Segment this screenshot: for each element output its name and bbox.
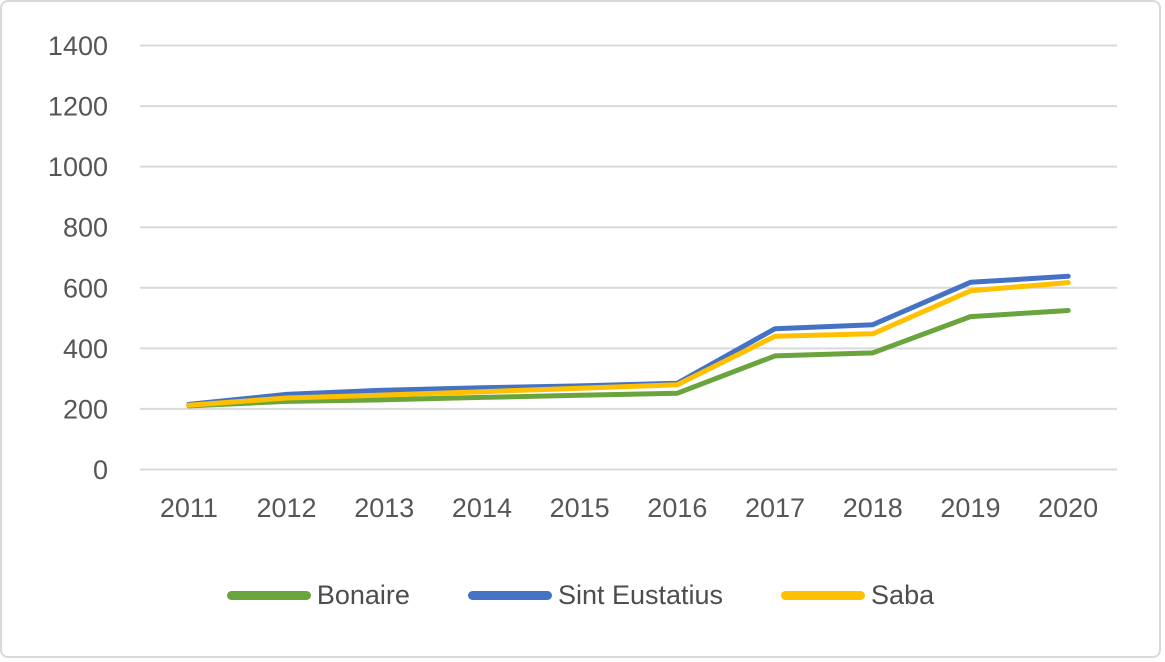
x-axis-label-2012: 2012 xyxy=(257,493,317,523)
legend-item-sint-eustatius[interactable]: Sint Eustatius xyxy=(467,580,724,611)
line-chart-canvas: 0 200 400 600 800 1000 1200 1400 2011 2012 2013 201… xyxy=(48,31,1117,523)
legend-item-saba[interactable]: Saba xyxy=(781,580,934,611)
y-axis-label-1200: 1200 xyxy=(48,92,108,122)
y-axis-label-800: 800 xyxy=(63,213,108,243)
y-axis-label-400: 400 xyxy=(63,334,108,364)
x-axis-label-2018: 2018 xyxy=(843,493,903,523)
x-axis-label-2011: 2011 xyxy=(160,493,218,523)
x-axis-label-2016: 2016 xyxy=(647,493,707,523)
legend-label-saba: Saba xyxy=(871,580,935,610)
y-axis-label-0: 0 xyxy=(93,455,108,485)
y-axis-label-1000: 1000 xyxy=(48,152,108,182)
x-axis-label-2020: 2020 xyxy=(1038,493,1098,523)
series-line-bonaire xyxy=(186,308,1071,409)
legend-item-bonaire[interactable]: Bonaire xyxy=(226,580,410,611)
x-axis-label-2014: 2014 xyxy=(452,493,512,523)
legend-swatch-bonaire-icon xyxy=(226,591,311,600)
x-axis-label-2013: 2013 xyxy=(354,493,414,523)
legend-label-sint-eustatius: Sint Eustatius xyxy=(557,580,724,610)
y-axis-label-200: 200 xyxy=(63,394,108,424)
chart-legend: Bonaire Sint Eustatius Saba xyxy=(2,580,1159,611)
x-axis-label-2019: 2019 xyxy=(940,493,1000,523)
legend-swatch-saba-icon xyxy=(781,591,866,600)
y-axis-label-1400: 1400 xyxy=(48,31,108,61)
series-line-saba xyxy=(186,280,1071,408)
x-axis-label-2015: 2015 xyxy=(550,493,610,523)
x-axis-label-2017: 2017 xyxy=(745,493,805,523)
legend-swatch-sint-eustatius-icon xyxy=(467,591,552,600)
legend-label-bonaire: Bonaire xyxy=(316,580,410,610)
y-axis-label-600: 600 xyxy=(63,273,108,303)
